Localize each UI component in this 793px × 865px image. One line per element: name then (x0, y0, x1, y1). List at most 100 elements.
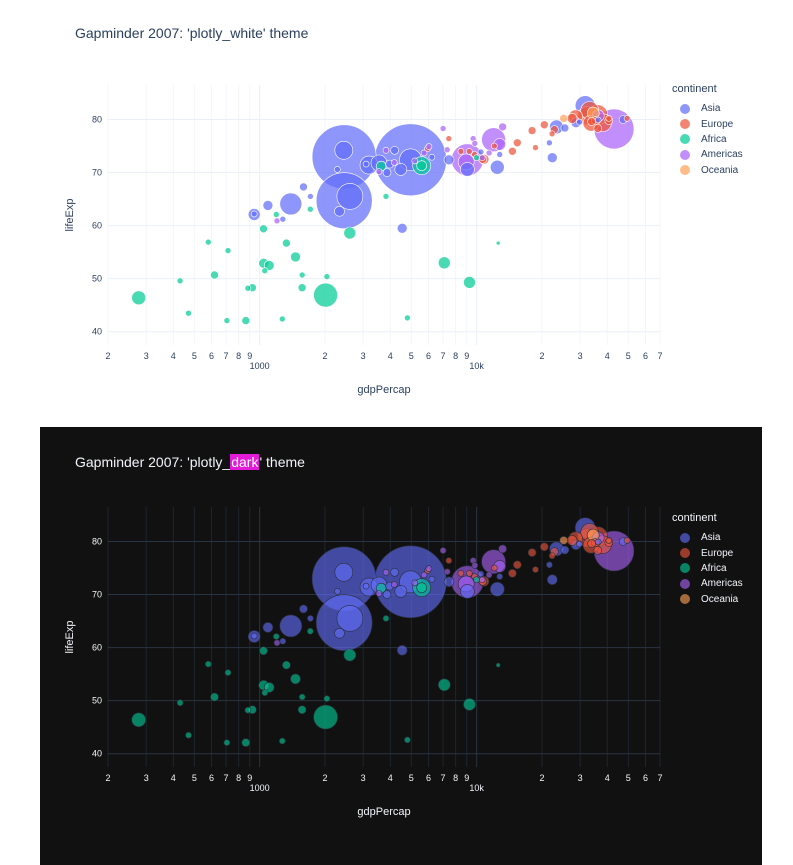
marker-asia[interactable] (307, 615, 314, 622)
marker-europe[interactable] (539, 542, 549, 552)
marker-asia[interactable] (496, 573, 504, 580)
marker-africa[interactable] (437, 678, 451, 692)
marker-africa[interactable] (323, 273, 331, 280)
marker-africa[interactable] (290, 673, 301, 685)
marker-africa[interactable] (404, 314, 411, 322)
legend-item-americas[interactable]: Americas (672, 576, 743, 591)
marker-europe[interactable] (548, 130, 556, 138)
marker-asia[interactable] (560, 123, 570, 133)
marker-europe[interactable] (587, 539, 596, 548)
marker-africa[interactable] (382, 615, 390, 622)
marker-europe[interactable] (532, 144, 539, 151)
marker-asia[interactable] (460, 162, 475, 177)
marker-africa[interactable] (185, 309, 192, 317)
marker-asia[interactable] (334, 628, 345, 639)
marker-americas[interactable] (382, 569, 390, 576)
marker-asia[interactable] (546, 152, 558, 163)
marker-africa[interactable] (343, 648, 357, 662)
marker-asia[interactable] (489, 581, 505, 597)
marker-africa[interactable] (185, 731, 192, 739)
marker-americas[interactable] (439, 125, 447, 132)
marker-americas[interactable] (273, 217, 281, 225)
marker-africa[interactable] (131, 290, 146, 306)
marker-europe[interactable] (445, 557, 453, 564)
legend-item-africa[interactable]: Africa (672, 561, 743, 576)
marker-asia[interactable] (279, 614, 303, 638)
marker-asia[interactable] (334, 563, 354, 582)
marker-europe[interactable] (512, 138, 522, 148)
marker-asia[interactable] (594, 116, 602, 124)
marker-americas[interactable] (273, 639, 281, 647)
marker-africa[interactable] (261, 689, 269, 697)
marker-africa[interactable] (473, 154, 480, 161)
marker-africa[interactable] (306, 205, 314, 213)
marker-europe[interactable] (605, 115, 613, 122)
marker-americas[interactable] (411, 157, 419, 165)
marker-africa[interactable] (313, 704, 338, 730)
legend-item-americas[interactable]: Americas (672, 147, 743, 162)
marker-africa[interactable] (259, 224, 268, 234)
marker-asia[interactable] (362, 160, 370, 168)
marker-africa[interactable] (272, 211, 280, 218)
marker-asia[interactable] (279, 192, 303, 216)
marker-asia[interactable] (477, 570, 485, 578)
marker-europe[interactable] (539, 120, 549, 130)
marker-asia[interactable] (546, 561, 553, 569)
marker-asia[interactable] (334, 588, 341, 595)
marker-africa[interactable] (404, 736, 411, 744)
marker-americas[interactable] (375, 168, 383, 175)
marker-europe[interactable] (623, 115, 631, 122)
marker-africa[interactable] (205, 660, 212, 668)
marker-asia[interactable] (250, 210, 258, 218)
marker-americas[interactable] (375, 590, 383, 597)
marker-americas[interactable] (478, 576, 486, 583)
marker-asia[interactable] (382, 590, 392, 599)
legend-item-oceania[interactable]: Oceania (672, 592, 743, 607)
marker-europe[interactable] (593, 546, 603, 555)
marker-africa[interactable] (495, 240, 501, 246)
marker-asia[interactable] (334, 166, 341, 173)
marker-africa[interactable] (244, 284, 252, 292)
marker-africa[interactable] (205, 238, 212, 246)
marker-europe[interactable] (465, 148, 473, 155)
marker-europe[interactable] (508, 569, 517, 578)
marker-americas[interactable] (443, 568, 451, 575)
marker-africa[interactable] (382, 193, 390, 200)
legend-item-asia[interactable]: Asia (672, 101, 743, 116)
marker-africa[interactable] (297, 705, 307, 715)
marker-asia[interactable] (390, 146, 399, 155)
marker-africa[interactable] (313, 282, 338, 308)
marker-asia[interactable] (307, 193, 314, 200)
marker-africa[interactable] (244, 706, 252, 714)
marker-americas[interactable] (478, 154, 486, 161)
marker-asia[interactable] (394, 163, 408, 176)
marker-americas[interactable] (390, 581, 398, 588)
marker-europe[interactable] (457, 148, 465, 155)
marker-africa[interactable] (223, 739, 231, 746)
marker-africa[interactable] (298, 271, 306, 279)
marker-africa[interactable] (259, 646, 268, 656)
marker-africa[interactable] (297, 283, 307, 293)
marker-africa[interactable] (224, 669, 232, 676)
marker-europe[interactable] (490, 564, 498, 572)
marker-asia[interactable] (396, 645, 408, 656)
marker-oceania[interactable] (559, 114, 569, 123)
marker-asia[interactable] (443, 154, 455, 166)
marker-asia[interactable] (336, 183, 364, 210)
marker-asia[interactable] (489, 159, 505, 175)
marker-asia[interactable] (546, 574, 558, 585)
marker-asia[interactable] (362, 582, 370, 590)
marker-americas[interactable] (498, 544, 507, 554)
marker-africa[interactable] (241, 316, 251, 325)
marker-europe[interactable] (593, 124, 603, 133)
marker-africa[interactable] (273, 633, 280, 640)
marker-asia[interactable] (299, 604, 308, 614)
marker-asia[interactable] (390, 568, 399, 577)
marker-asia[interactable] (334, 141, 354, 160)
marker-africa[interactable] (263, 260, 275, 271)
marker-africa[interactable] (261, 267, 269, 275)
marker-asia[interactable] (496, 151, 504, 158)
marker-europe[interactable] (566, 113, 578, 124)
marker-asia[interactable] (428, 575, 436, 583)
